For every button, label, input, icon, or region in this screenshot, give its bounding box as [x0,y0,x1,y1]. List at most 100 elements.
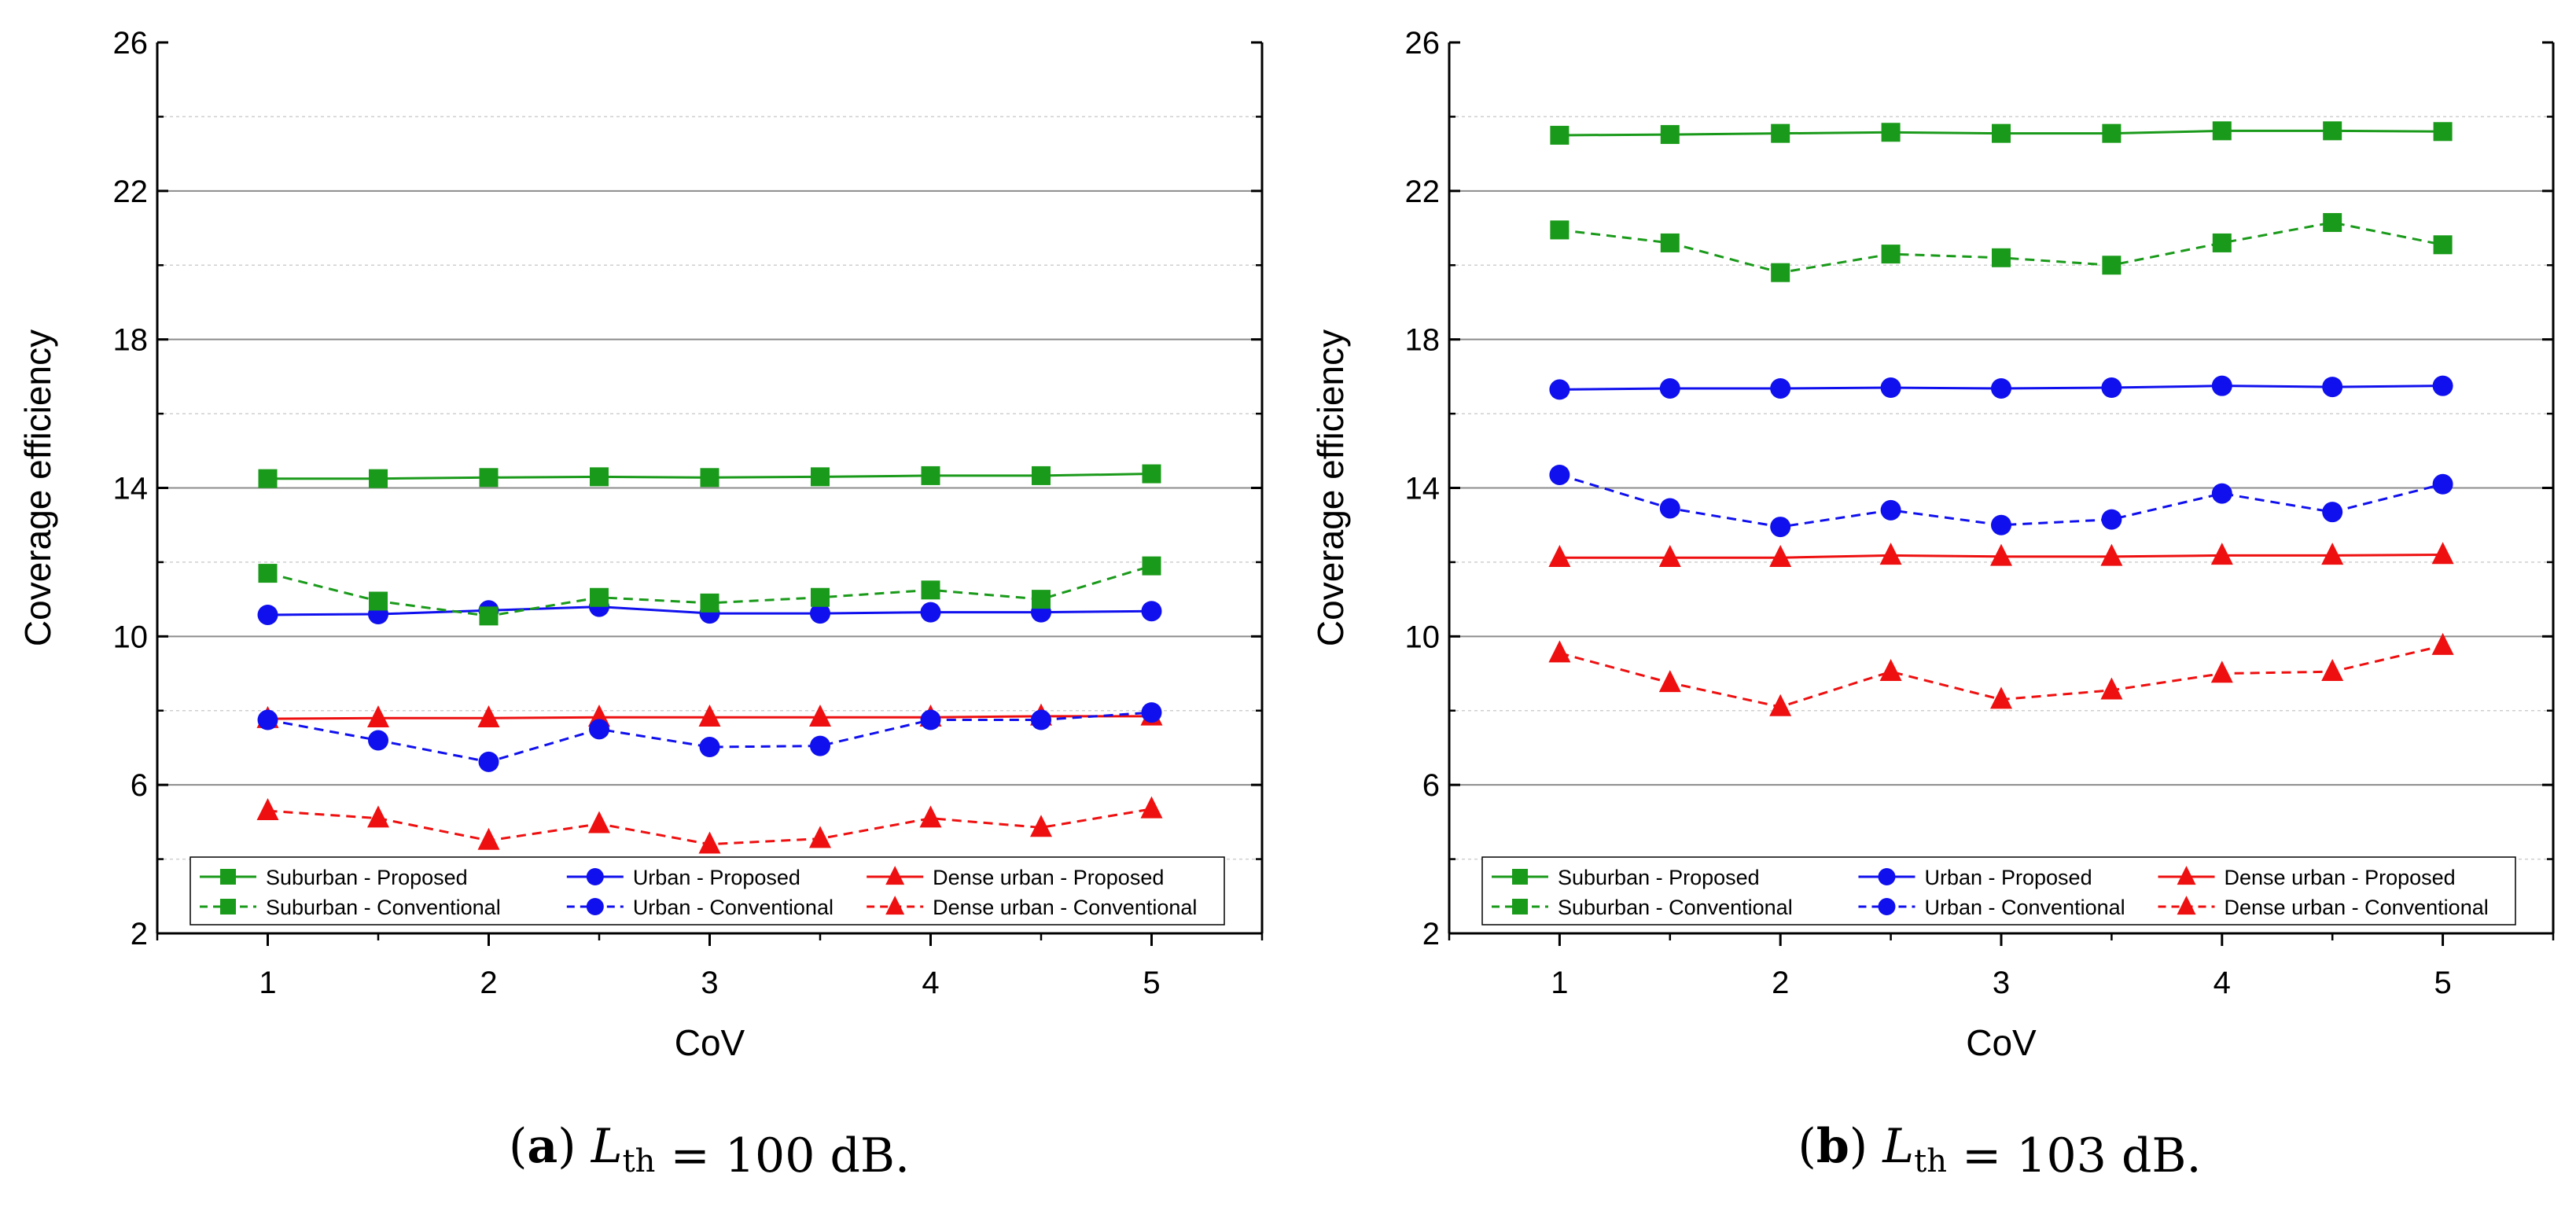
panel-b-series-3-point [1881,245,1901,264]
panel-b-series-1-point [2322,377,2343,398]
panel-b-series-0-point [1550,126,1570,145]
panel-b-y-axis-label: Coverage efficiency [1310,329,1351,646]
panel-a-legend-label-0: Suburban - Proposed [266,866,468,889]
panel-b-caption: (b) Lth = 103 dB. [1798,1119,2201,1183]
panel-b-series-4-point [2101,509,2122,530]
panel-b-series-0-point [2433,122,2453,142]
panel-b-legend-label-1: Urban - Proposed [1924,866,2092,889]
panel-b-legend-marker-3 [1512,899,1528,914]
panel-b-series-0-point [1992,123,2011,143]
panel-b-series-2-point [1548,545,1571,568]
panel-b-series-4 [1549,464,2453,538]
panel-b-x-tick-label: 2 [1772,966,1789,1000]
panel-a-series-2-point [698,705,721,727]
panel-b-series-0-point [2212,121,2232,141]
panel-b-legend-label-2: Dense urban - Proposed [2225,866,2456,889]
panel-b-series-3-point [1771,263,1790,282]
panel-a-y-tick-label: 26 [113,26,149,61]
panel-a-series-0-point [1032,466,1051,485]
panel-a-legend-marker-2 [885,866,905,885]
panel-b-y-tick-label: 18 [1405,323,1441,358]
panel-a-series-1-point [1141,601,1162,622]
panel-b-series-2-point [1769,545,1792,568]
panel-b-series-1-point [1991,377,2011,399]
panel-a-series-5-point [1140,796,1163,819]
panel-a-series-5 [256,796,1163,854]
panel-b-series-5-point [2100,677,2123,700]
panel-a-series-2-point [367,705,389,727]
panel-b-series-4-point [1549,464,1570,485]
panel-b-legend-marker-2 [2177,866,2196,885]
panel-a-series-5-point [477,827,500,850]
panel-a-legend-marker-0 [220,869,236,885]
panel-b-x-tick-label: 5 [2434,966,2451,1000]
panel-a-series-4-point [1031,709,1051,730]
panel-b-series-5-point [1879,658,1902,681]
panel-b-y-tick-label: 14 [1405,472,1441,506]
panel-b-series-5-point [1990,686,2012,709]
panel-a-y-tick-label: 18 [113,323,149,358]
panel-a-series-2-point [477,705,500,727]
panel-b-series-0-point [2323,121,2342,141]
panel-b-series-3-point [2433,235,2453,255]
panel-a-series-3-point [1142,556,1161,576]
panel-b-series-0-point [1881,123,1901,142]
panel-a-series-4-point [589,719,609,740]
panel-a-legend-label-5: Dense urban - Conventional [933,896,1197,919]
panel-b-legend-marker-0 [1512,869,1528,885]
panel-a-series-4 [257,702,1162,772]
panel-b-legend-label-0: Suburban - Proposed [1558,866,1760,889]
panel-b-series-3-point [1992,248,2011,267]
panel-b-legend-marker-5 [2177,896,2196,915]
panel-a-series-1-point [920,602,941,623]
panel-b-series-4-point [1991,514,2011,535]
panel-b-legend-marker-4 [1878,898,1896,915]
panel-b-series-2 [1548,542,2454,568]
panel-b-series-3-point [2212,233,2232,252]
panel-b-x-axis-label: CoV [1966,1022,2037,1063]
panel-a-series-0-point [479,468,499,488]
panel-a-series-2-point [809,705,831,727]
panel-a-series-1-point [810,603,830,624]
panel-a-series-4-point [920,709,941,730]
panel-b-series-4-point [1880,499,1901,521]
panel-a-series-3-point [1032,590,1051,609]
panel-a-caption: (a) Lth = 100 dB. [509,1119,910,1183]
panel-a-series-3-point [811,587,830,607]
panel-a-x-tick-label: 3 [701,966,718,1000]
panel-b-series-3-point [1550,220,1570,240]
panel-b-legend-box [1481,856,2516,925]
panel-b-series-4-point [2322,502,2343,523]
panel-a-y-tick-label: 6 [131,768,148,803]
panel-b-series-0 [1550,121,2453,145]
panel-a-series-0-point [700,468,719,488]
panel-b-series-1-point [2101,377,2122,399]
panel-b-series-0-point [2102,123,2122,143]
panel-b-series-4-point [2211,483,2232,504]
panel-a-legend-box [190,856,1225,925]
panel-a-series-3-point [369,591,388,611]
panel-b-series-0-point [1660,125,1680,145]
panel-b-series-4-point [2432,473,2453,495]
panel-a-series-4-point [478,751,499,772]
panel-a-series-4-point [1141,702,1162,723]
panel-a-series-1-point [257,604,278,625]
panel-b-series-5-point [2321,658,2344,681]
panel-a-series-5-point [809,826,831,848]
panel-b-series-0-point [1771,123,1790,143]
panel-a-x-axis-label: CoV [675,1022,745,1063]
panel-b-series-1-point [1880,377,1901,399]
panel-a-series-3-point [590,587,609,607]
panel-b-series-2-point [2100,543,2123,566]
panel-b-series-2-point [1990,543,2012,566]
panel-a-series-0-point [921,466,940,485]
panel-a-series-4-point [699,737,720,758]
panel-b-y-tick-label: 6 [1422,768,1440,803]
panel-b-series-2-point [2321,543,2344,565]
panel-a-legend-label-4: Urban - Conventional [633,896,834,919]
panel-a-series-5-point [1030,815,1052,837]
panel-b-legend-label-4: Urban - Conventional [1924,896,2125,919]
panel-a-series-0 [258,464,1161,488]
